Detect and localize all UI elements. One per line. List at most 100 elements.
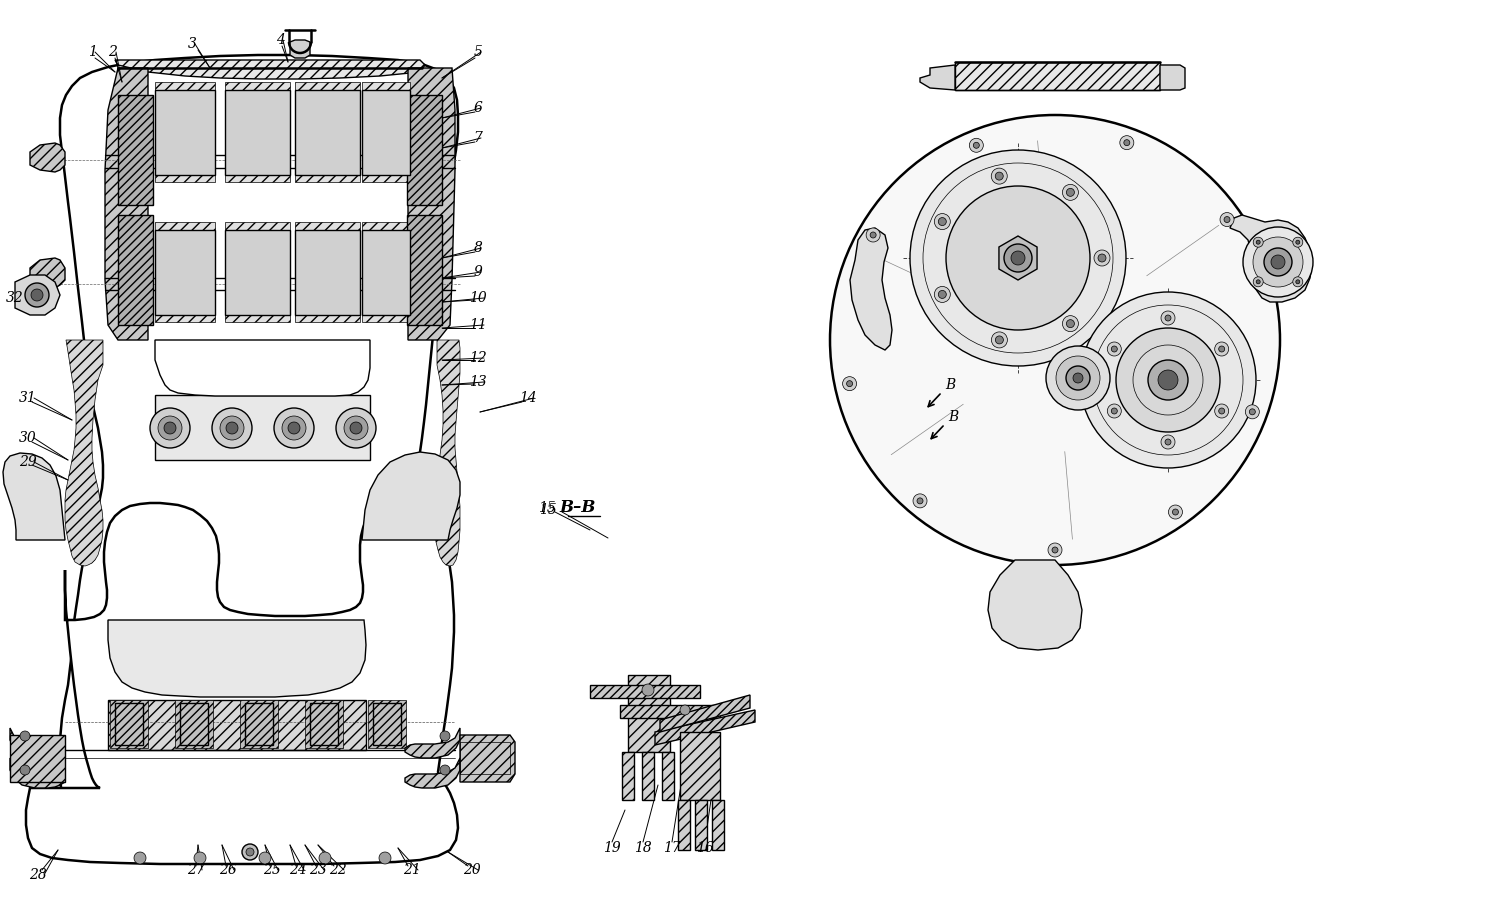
Circle shape [974,142,980,148]
Polygon shape [405,728,460,758]
Text: 23: 23 [309,863,327,877]
Circle shape [1264,248,1292,276]
Circle shape [843,377,856,391]
Circle shape [242,844,258,860]
Circle shape [1224,216,1230,223]
Bar [240,700,278,748]
Circle shape [440,765,450,775]
Circle shape [994,172,1004,180]
Bar [154,230,214,315]
Circle shape [32,289,44,301]
Circle shape [20,731,30,741]
Text: В: В [948,410,958,424]
Text: 26: 26 [219,863,237,877]
Circle shape [934,286,951,302]
Text: 20: 20 [464,863,482,877]
Text: 6: 6 [474,101,483,115]
Bar [296,82,360,182]
Circle shape [1072,373,1083,383]
Circle shape [1215,342,1228,356]
Circle shape [1004,244,1032,272]
Circle shape [1094,250,1110,266]
Bar [225,82,290,182]
Circle shape [916,498,922,504]
Circle shape [910,150,1126,366]
Circle shape [1168,505,1182,519]
Circle shape [870,232,876,238]
Text: 12: 12 [470,351,488,365]
Circle shape [1112,346,1118,352]
Circle shape [1252,237,1263,248]
Text: 29: 29 [20,455,38,469]
Text: 22: 22 [328,863,346,877]
Circle shape [1080,292,1256,468]
Polygon shape [662,752,674,800]
Circle shape [1098,254,1106,262]
Text: 8: 8 [474,241,483,255]
Bar [362,222,410,322]
Bar [154,90,214,175]
Circle shape [992,332,1008,348]
Bar [368,700,407,748]
Text: 32: 32 [6,291,24,305]
Circle shape [1215,404,1228,418]
Text: 9: 9 [474,265,483,279]
Polygon shape [154,340,370,396]
Circle shape [1046,346,1110,410]
Polygon shape [694,800,706,850]
Circle shape [1148,360,1188,400]
Circle shape [1112,408,1118,414]
Circle shape [1161,311,1174,325]
Circle shape [1066,366,1090,390]
Circle shape [1124,140,1130,146]
Text: 25: 25 [262,863,280,877]
Circle shape [1256,240,1260,244]
Circle shape [1250,408,1256,415]
Circle shape [1066,320,1074,328]
Text: 15: 15 [538,501,556,515]
Polygon shape [1230,215,1312,302]
Circle shape [440,731,450,741]
Bar [118,215,153,325]
Bar [154,82,214,182]
Polygon shape [656,710,754,745]
Circle shape [1218,346,1224,352]
Circle shape [1066,188,1074,197]
Circle shape [946,186,1090,330]
Circle shape [194,852,206,864]
Polygon shape [850,228,892,350]
Polygon shape [642,752,654,800]
Text: 21: 21 [404,863,422,877]
Polygon shape [60,55,458,856]
Polygon shape [628,675,670,752]
Polygon shape [105,68,148,340]
Circle shape [1270,255,1286,269]
Circle shape [1218,408,1224,414]
Circle shape [1048,543,1062,557]
Circle shape [158,416,182,440]
Circle shape [1062,316,1078,332]
Circle shape [1107,342,1122,356]
Polygon shape [108,620,366,697]
Circle shape [1293,237,1304,248]
Text: 10: 10 [470,291,488,305]
Polygon shape [3,453,64,540]
Text: 28: 28 [28,868,46,882]
Polygon shape [10,728,64,758]
Circle shape [939,217,946,225]
Text: 17: 17 [663,841,681,855]
Bar [374,703,400,745]
Text: 15: 15 [538,503,556,517]
Polygon shape [64,340,104,566]
Circle shape [380,852,392,864]
Polygon shape [433,340,460,566]
Bar [225,230,290,315]
Circle shape [914,493,927,508]
Bar [176,700,213,748]
Polygon shape [30,143,64,172]
Bar [116,703,142,745]
Circle shape [1166,439,1172,445]
Circle shape [846,381,852,386]
Bar [956,62,1160,90]
Bar [296,230,360,315]
